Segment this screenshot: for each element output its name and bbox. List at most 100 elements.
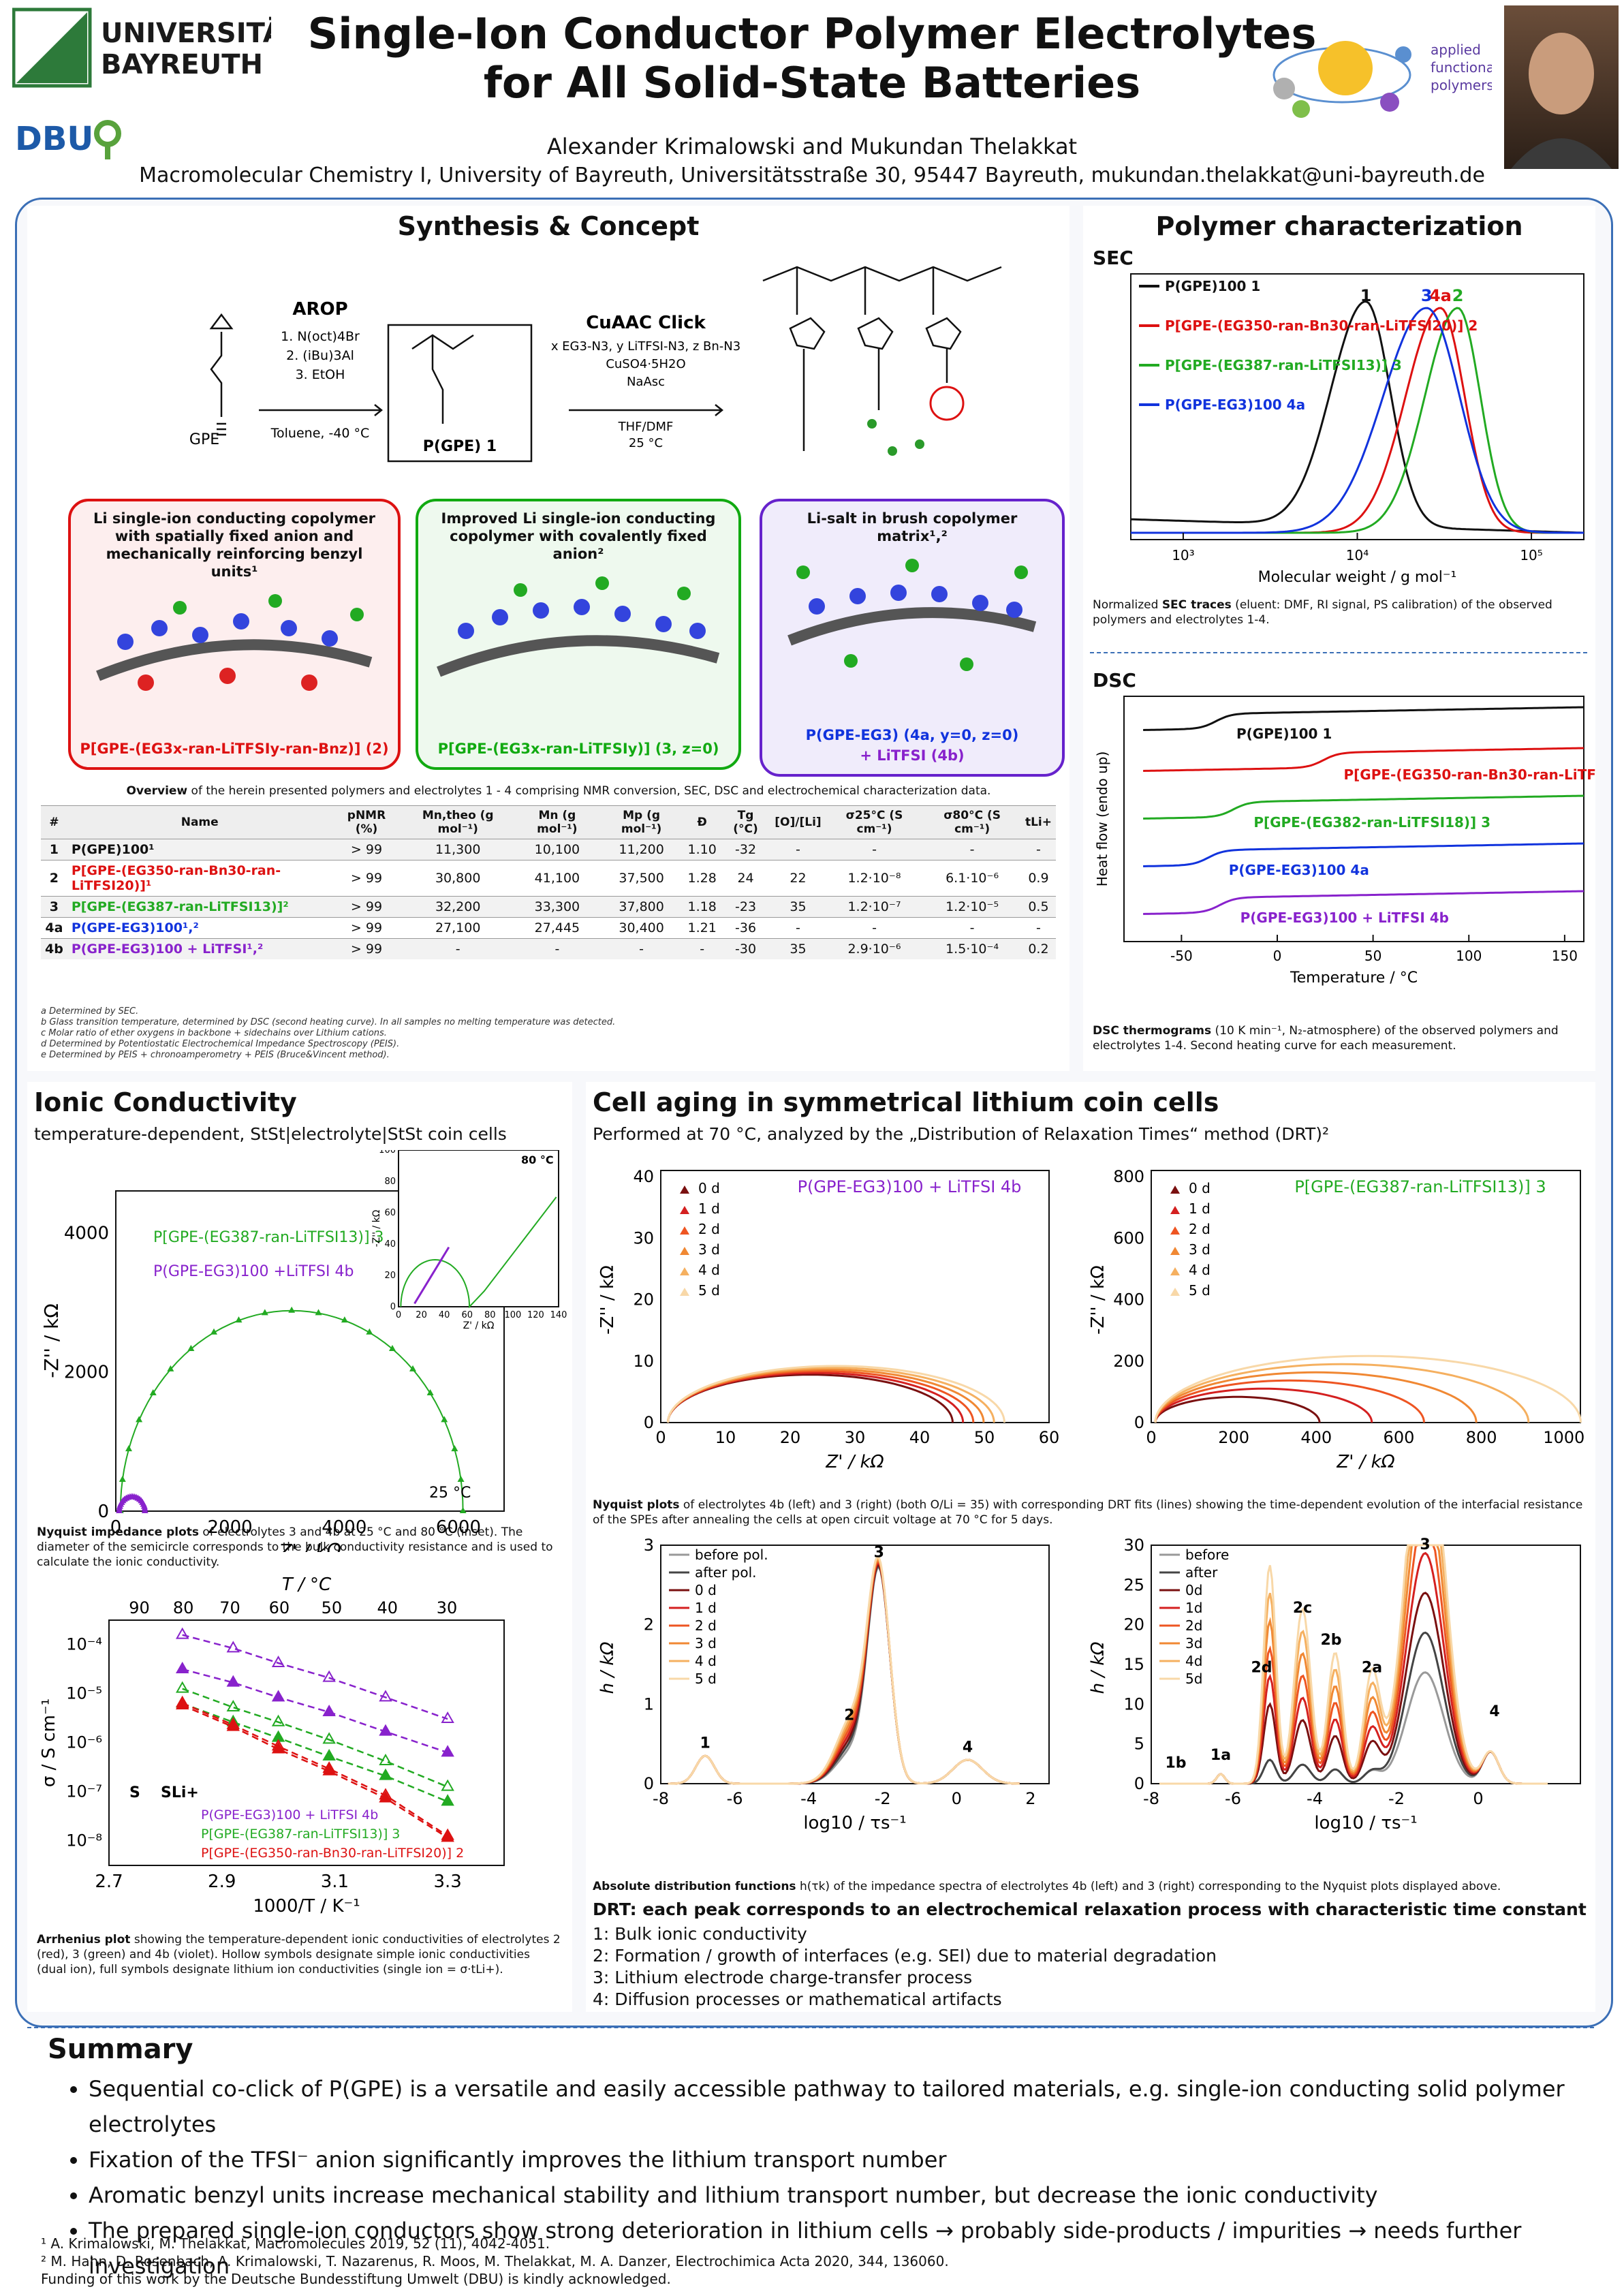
authors: Alexander Krimalowski and Mukundan Thela… xyxy=(546,134,1078,159)
table-cell: - xyxy=(401,938,516,959)
drt-right-legend-entry: 5d xyxy=(1185,1671,1202,1687)
drt-caption-bold: Absolute distribution functions xyxy=(593,1880,796,1893)
dsc-caption-text: (10 K min⁻¹, N₂-atmosphere) of the obser… xyxy=(1093,1024,1559,1053)
drt-left-legend-entry: 2 d xyxy=(695,1617,717,1634)
afp-logo: applied functional polymers xyxy=(1272,41,1492,118)
reference-1: ¹ A. Krimalowski, M. Thelakkat, Macromol… xyxy=(41,2235,550,2252)
ag-nyq-left-ytick-label: 10 xyxy=(633,1352,654,1371)
box-c-label-2: + LiTFSI (4b) xyxy=(860,747,965,764)
references: ¹ A. Krimalowski, M. Thelakkat, Macromol… xyxy=(41,2235,1594,2288)
table-cell: 2 xyxy=(41,860,67,897)
drt-left-ytick-label: 3 xyxy=(644,1536,654,1555)
ag-nyq-left-xtick-label: 20 xyxy=(780,1428,801,1447)
ag-nyq-right-legend-entry: 3 d xyxy=(1189,1241,1211,1258)
arop-step-2: 2. (iBu)3Al xyxy=(286,348,354,363)
table-cell: 33,300 xyxy=(515,896,599,918)
dsc-caption-bold: DSC thermograms xyxy=(1093,1024,1212,1038)
table-cell: -23 xyxy=(720,896,771,918)
drt-right-legend-entry: before xyxy=(1185,1547,1229,1563)
sec-peak-label: 1 xyxy=(1360,286,1372,305)
ag-nyq-left-legend-marker xyxy=(680,1288,689,1296)
dsc-curve-label: P[GPE-(EG350-ran-Bn30-ran-LiTFSI20)] 2 xyxy=(1344,766,1596,783)
th-11: tLi+ xyxy=(1020,805,1056,839)
sec-caption-bold: SEC traces xyxy=(1161,598,1232,612)
arr-ytick-label: 10⁻⁸ xyxy=(66,1831,102,1850)
arr-legend-entry: P[GPE-(EG387-ran-LiTFSI13)] 3 xyxy=(201,1827,400,1842)
nyq-xtick-label: 2000 xyxy=(208,1517,253,1538)
overview-table: # Name pNMR (%) Mn,theo (g mol⁻¹) Mn (g … xyxy=(41,805,1056,959)
ag-nyq-right-xtick-label: 800 xyxy=(1466,1428,1497,1447)
summary-point-1: Sequential co-click of P(GPE) is a versa… xyxy=(89,2071,1624,2142)
nyq-ytick-label: 4000 xyxy=(64,1223,109,1243)
drt-left-legend-entry: 5 d xyxy=(695,1671,717,1687)
table-row: 4a P(GPE-EG3)100¹,² > 99 27,100 27,445 30,400… xyxy=(41,917,1056,939)
drt-right-plot-frame xyxy=(1151,1545,1581,1784)
ag-nyq-left-legend-entry: 2 d xyxy=(698,1221,720,1237)
dsc-xtick-label: 150 xyxy=(1552,948,1578,964)
aging-nyquist-3-chart: 0 d 1 d 2 d 3 d 4 d 5 d P[GPE-(EG387-ran-LiTFS… xyxy=(1088,1167,1584,1472)
table-cell: - xyxy=(599,938,684,959)
gpe-label: GPE xyxy=(189,431,219,448)
arr-top-tick-label: 70 xyxy=(219,1598,240,1617)
sec-caption: Normalized SEC traces (eluent: DMF, RI s… xyxy=(1093,598,1583,627)
arr-point xyxy=(271,1690,285,1702)
drt-left-legend-entry: 3 d xyxy=(695,1635,717,1651)
table-cell: 41,100 xyxy=(515,860,599,897)
university-bayreuth-logo: UNIVERSITÄT BAYREUTH xyxy=(12,7,271,88)
table-header-row: # Name pNMR (%) Mn,theo (g mol⁻¹) Mn (g … xyxy=(41,805,1056,839)
dsc-label: DSC xyxy=(1093,669,1136,692)
box-a-label: P[GPE-(EG3x-ran-LiTFSIy-ran-Bnz)] (2) xyxy=(80,741,389,757)
drt-right-ytick-label: 5 xyxy=(1134,1735,1144,1754)
ionic-conductivity-panel: Ionic Conductivity temperature-dependent… xyxy=(27,1082,572,2012)
pgpe-label: P(GPE) 1 xyxy=(423,438,497,455)
arr-ytick-label: 10⁻⁷ xyxy=(66,1782,102,1801)
sec-legend-entry: P(GPE)100 1 xyxy=(1165,278,1260,294)
drt-right-legend-entry: 2d xyxy=(1185,1617,1202,1634)
ag-nyq-left-ylabel: -Z'' / kΩ xyxy=(597,1265,618,1335)
nyq-xlabel: Z' / kΩ xyxy=(278,1540,341,1552)
inset-series-4b xyxy=(413,1246,450,1305)
arop-step-3: 3. EtOH xyxy=(296,367,345,382)
drt-left-ytick-label: 2 xyxy=(644,1615,654,1634)
arr-series-3 xyxy=(182,1688,448,1788)
dsc-curve-label: P[GPE-(EG382-ran-LiTFSI18)] 3 xyxy=(1253,814,1490,831)
table-cell: - xyxy=(515,938,599,959)
drt-point-2: 2: Formation / growth of interfaces (e.g… xyxy=(593,1946,1217,1966)
table-cell: 1 xyxy=(41,839,67,860)
logo-dbu-text: DBU xyxy=(15,120,93,158)
table-cell: 0.2 xyxy=(1020,938,1056,959)
drt-left-peak-label: 3 xyxy=(874,1545,884,1562)
ag-nyq-right-day-2 xyxy=(1154,1379,1425,1423)
inset-xtick-label: 60 xyxy=(461,1310,473,1320)
ag-nyq-left-ytick-label: 40 xyxy=(633,1167,654,1186)
nyq-xtick-label: 6000 xyxy=(436,1517,481,1538)
arr-series-4 xyxy=(182,1703,448,1803)
nyq-point xyxy=(288,1306,296,1313)
drt-left-xtick-label: -6 xyxy=(727,1789,743,1808)
author-photo xyxy=(1504,5,1619,169)
reference-2: ² M. Hahn, D. Rosenbach, A. Krimalowski,… xyxy=(41,2253,949,2269)
concept-box-copolymer-2: Li single-ion conducting copolymer with … xyxy=(68,499,401,770)
arop-conditions: Toluene, -40 °C xyxy=(270,426,370,441)
sec-series-1 xyxy=(1130,300,1584,534)
ag-nyq-right-xtick-label: 400 xyxy=(1300,1428,1332,1447)
drt-left-legend-entry: before pol. xyxy=(695,1547,768,1563)
ag-nyq-right-legend-entry: 0 d xyxy=(1189,1180,1211,1196)
ag-nyq-left-legend-entry: 0 d xyxy=(698,1180,720,1196)
table-cell: 37,800 xyxy=(599,896,684,918)
footnote-c: c Molar ratio of ether oxygens in backbo… xyxy=(41,1028,387,1038)
dsc-xtick-label: 0 xyxy=(1273,948,1282,964)
table-cell: 32,200 xyxy=(401,896,516,918)
summary-point-4: The prepared single-ion conductors show … xyxy=(89,2213,1624,2284)
inset-xtick-label: 40 xyxy=(439,1310,450,1320)
nyq-caption-text: of electrolytes 3 and 4b at 25 °C and 80… xyxy=(37,1525,553,1569)
arr-ytick-label: 10⁻⁵ xyxy=(66,1684,102,1703)
dsc-series-5 xyxy=(1143,890,1584,915)
arr-point xyxy=(175,1661,189,1673)
afp-line-2: functional xyxy=(1431,59,1492,76)
concept-box-copolymer-3: Improved Li single-ion conducting copoly… xyxy=(416,499,741,770)
drt-right-legend-entry: 0d xyxy=(1185,1582,1202,1598)
arr-plot-frame xyxy=(108,1619,505,1866)
dsc-curve-label: P(GPE)100 1 xyxy=(1236,726,1332,742)
table-caption-bold: Overview xyxy=(126,784,188,798)
